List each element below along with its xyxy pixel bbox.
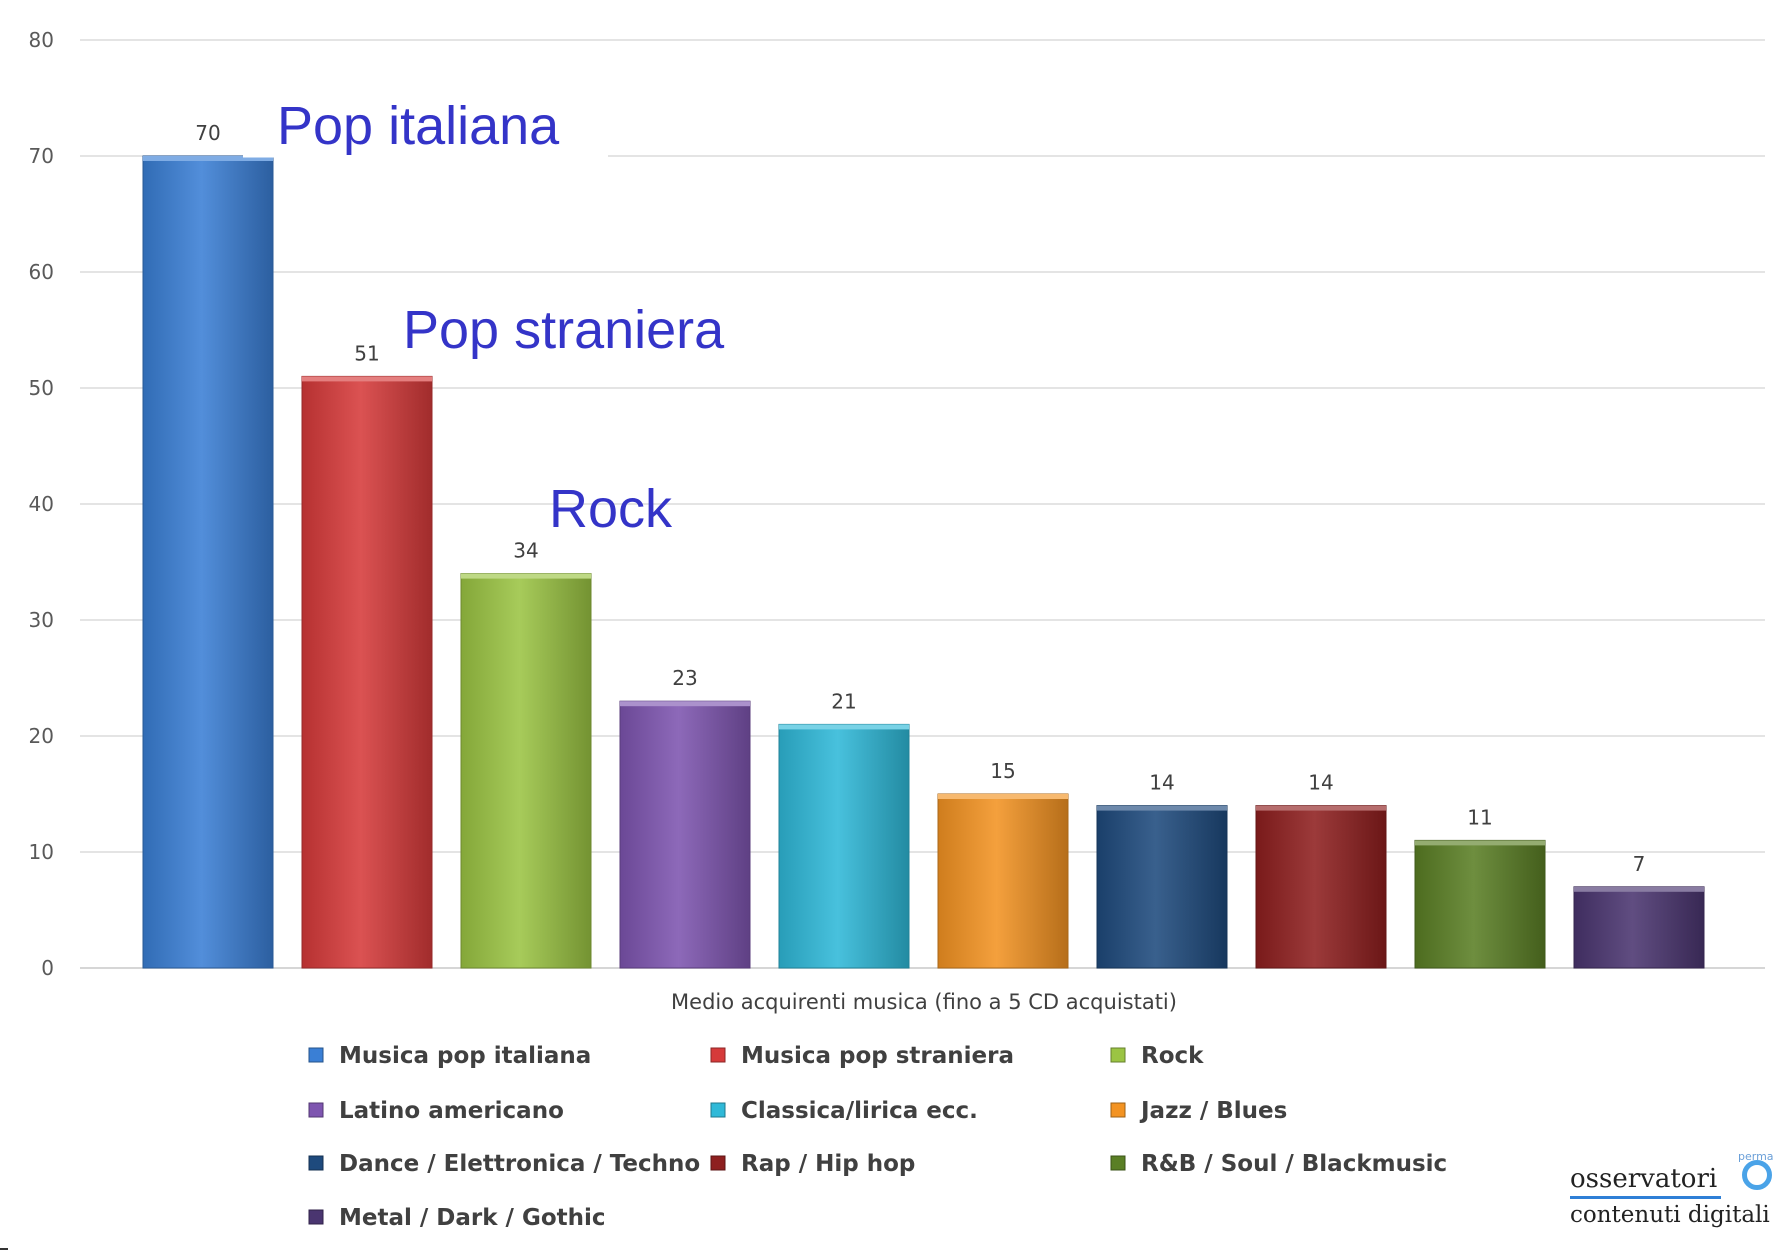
data-label: 70 — [195, 121, 220, 145]
bar — [778, 723, 910, 969]
data-labels: 70 51 34 23 21 15 14 14 11 7 — [195, 121, 1645, 876]
bar-cap — [1097, 805, 1227, 811]
legend-label: R&B / Soul / Blackmusic — [1141, 1151, 1447, 1177]
bar — [142, 155, 274, 969]
bar-cap — [143, 156, 273, 161]
data-label: 14 — [1308, 771, 1333, 795]
bar — [937, 793, 1069, 969]
logo-ring-icon — [1742, 1160, 1772, 1190]
legend-label: Latino americano — [339, 1098, 564, 1124]
y-tick-label: 70 — [29, 144, 54, 168]
logo-line-2: contenuti digitali — [1570, 1202, 1770, 1228]
callout-label: Pop italiana — [277, 96, 560, 156]
observatory-logo: perma osservatori contenuti digitali — [1570, 1150, 1780, 1230]
y-tick-label: 20 — [29, 724, 54, 748]
callout-label: Pop straniera — [403, 300, 725, 360]
legend-swatch — [1110, 1102, 1126, 1118]
callouts: Pop italiana Pop straniera Rock — [243, 96, 725, 539]
bar — [1573, 886, 1705, 969]
x-axis-title: Medio acquirenti musica (fino a 5 CD acq… — [671, 990, 1177, 1014]
legend-label: Rap / Hip hop — [741, 1151, 915, 1177]
legend-swatch — [308, 1047, 324, 1063]
legend-swatch — [710, 1102, 726, 1118]
logo-mark-text: perma — [1738, 1150, 1774, 1163]
legend-swatch — [308, 1209, 324, 1225]
y-tick-label: 10 — [29, 840, 54, 864]
y-tick-label: 80 — [29, 28, 54, 52]
y-axis-ticks: 0 10 20 30 40 50 60 70 80 — [29, 28, 54, 980]
data-label: 11 — [1467, 805, 1492, 829]
bar — [301, 375, 433, 969]
bar-cap — [1574, 886, 1704, 892]
y-tick-label: 60 — [29, 260, 54, 284]
legend-label: Jazz / Blues — [1139, 1098, 1287, 1124]
legend: Musica pop italiana Musica pop straniera R… — [308, 1043, 1447, 1231]
bar-cap — [302, 376, 432, 382]
legend-swatch — [308, 1155, 324, 1171]
y-tick-label: 30 — [29, 608, 54, 632]
legend-label: Metal / Dark / Gothic — [339, 1205, 606, 1231]
data-label: 23 — [672, 666, 697, 690]
bar-cap — [620, 701, 750, 707]
legend-label: Rock — [1141, 1043, 1204, 1069]
bar-cap — [779, 724, 909, 730]
legend-swatch — [710, 1047, 726, 1063]
bar — [619, 700, 751, 969]
bar-cap — [461, 573, 591, 579]
legend-label: Classica/lirica ecc. — [741, 1098, 978, 1124]
legend-label: Dance / Elettronica / Techno — [339, 1151, 700, 1177]
data-label: 51 — [354, 341, 379, 365]
logo-line-1: osservatori — [1570, 1162, 1722, 1199]
bar — [460, 573, 592, 969]
data-label: 7 — [1633, 852, 1646, 876]
data-label: 15 — [990, 759, 1015, 783]
bar — [1255, 805, 1387, 969]
data-label: 14 — [1149, 771, 1174, 795]
y-tick-label: 50 — [29, 376, 54, 400]
bar — [1096, 805, 1228, 969]
data-label: 34 — [513, 539, 538, 563]
y-tick-label: 0 — [41, 956, 54, 980]
legend-swatch — [308, 1102, 324, 1118]
bar-cap — [938, 794, 1068, 799]
legend-swatch — [1110, 1155, 1126, 1171]
legend-swatch — [1110, 1047, 1126, 1063]
data-label: 21 — [831, 689, 856, 713]
bar — [1414, 839, 1546, 969]
bar-cap — [1256, 805, 1386, 811]
legend-label: Musica pop italiana — [339, 1043, 591, 1069]
legend-swatch — [710, 1155, 726, 1171]
bars — [142, 155, 1705, 969]
callout-label: Rock — [549, 479, 673, 539]
edge-mark — [0, 1248, 8, 1250]
bar-cap — [1415, 840, 1545, 846]
y-tick-label: 40 — [29, 492, 54, 516]
legend-label: Musica pop straniera — [741, 1043, 1014, 1069]
